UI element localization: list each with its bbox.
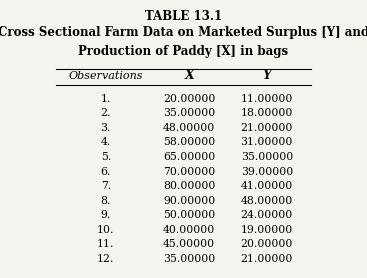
Text: 70.00000: 70.00000 [163, 167, 215, 177]
Text: 41.00000: 41.00000 [241, 181, 293, 191]
Text: 35.00000: 35.00000 [241, 152, 293, 162]
Text: 45.00000: 45.00000 [163, 239, 215, 249]
Text: 20.00000: 20.00000 [163, 94, 215, 104]
Text: 8.: 8. [101, 196, 111, 206]
Text: 31.00000: 31.00000 [241, 137, 293, 147]
Text: 5.: 5. [101, 152, 111, 162]
Text: 10.: 10. [97, 225, 115, 235]
Text: Cross Sectional Farm Data on Marketed Surplus [Y] and: Cross Sectional Farm Data on Marketed Su… [0, 26, 367, 39]
Text: 50.00000: 50.00000 [163, 210, 215, 220]
Text: 58.00000: 58.00000 [163, 137, 215, 147]
Text: 3.: 3. [101, 123, 111, 133]
Text: Y: Y [262, 69, 271, 82]
Text: Production of Paddy [X] in bags: Production of Paddy [X] in bags [79, 45, 288, 58]
Text: 7.: 7. [101, 181, 111, 191]
Text: 35.00000: 35.00000 [163, 254, 215, 264]
Text: 18.00000: 18.00000 [241, 108, 293, 118]
Text: 35.00000: 35.00000 [163, 108, 215, 118]
Text: 19.00000: 19.00000 [241, 225, 293, 235]
Text: 80.00000: 80.00000 [163, 181, 215, 191]
Text: 90.00000: 90.00000 [163, 196, 215, 206]
Text: 40.00000: 40.00000 [163, 225, 215, 235]
Text: 11.: 11. [97, 239, 115, 249]
Text: 21.00000: 21.00000 [241, 123, 293, 133]
Text: 24.00000: 24.00000 [241, 210, 293, 220]
Text: 6.: 6. [101, 167, 111, 177]
Text: 39.00000: 39.00000 [241, 167, 293, 177]
Text: 48.00000: 48.00000 [241, 196, 293, 206]
Text: Observations: Observations [69, 71, 143, 81]
Text: 20.00000: 20.00000 [241, 239, 293, 249]
Text: 11.00000: 11.00000 [241, 94, 293, 104]
Text: 9.: 9. [101, 210, 111, 220]
Text: 4.: 4. [101, 137, 111, 147]
Text: 48.00000: 48.00000 [163, 123, 215, 133]
Text: 2.: 2. [101, 108, 111, 118]
Text: X: X [184, 69, 194, 82]
Text: TABLE 13.1: TABLE 13.1 [145, 10, 222, 23]
Text: 65.00000: 65.00000 [163, 152, 215, 162]
Text: 21.00000: 21.00000 [241, 254, 293, 264]
Text: 12.: 12. [97, 254, 115, 264]
Text: 1.: 1. [101, 94, 111, 104]
